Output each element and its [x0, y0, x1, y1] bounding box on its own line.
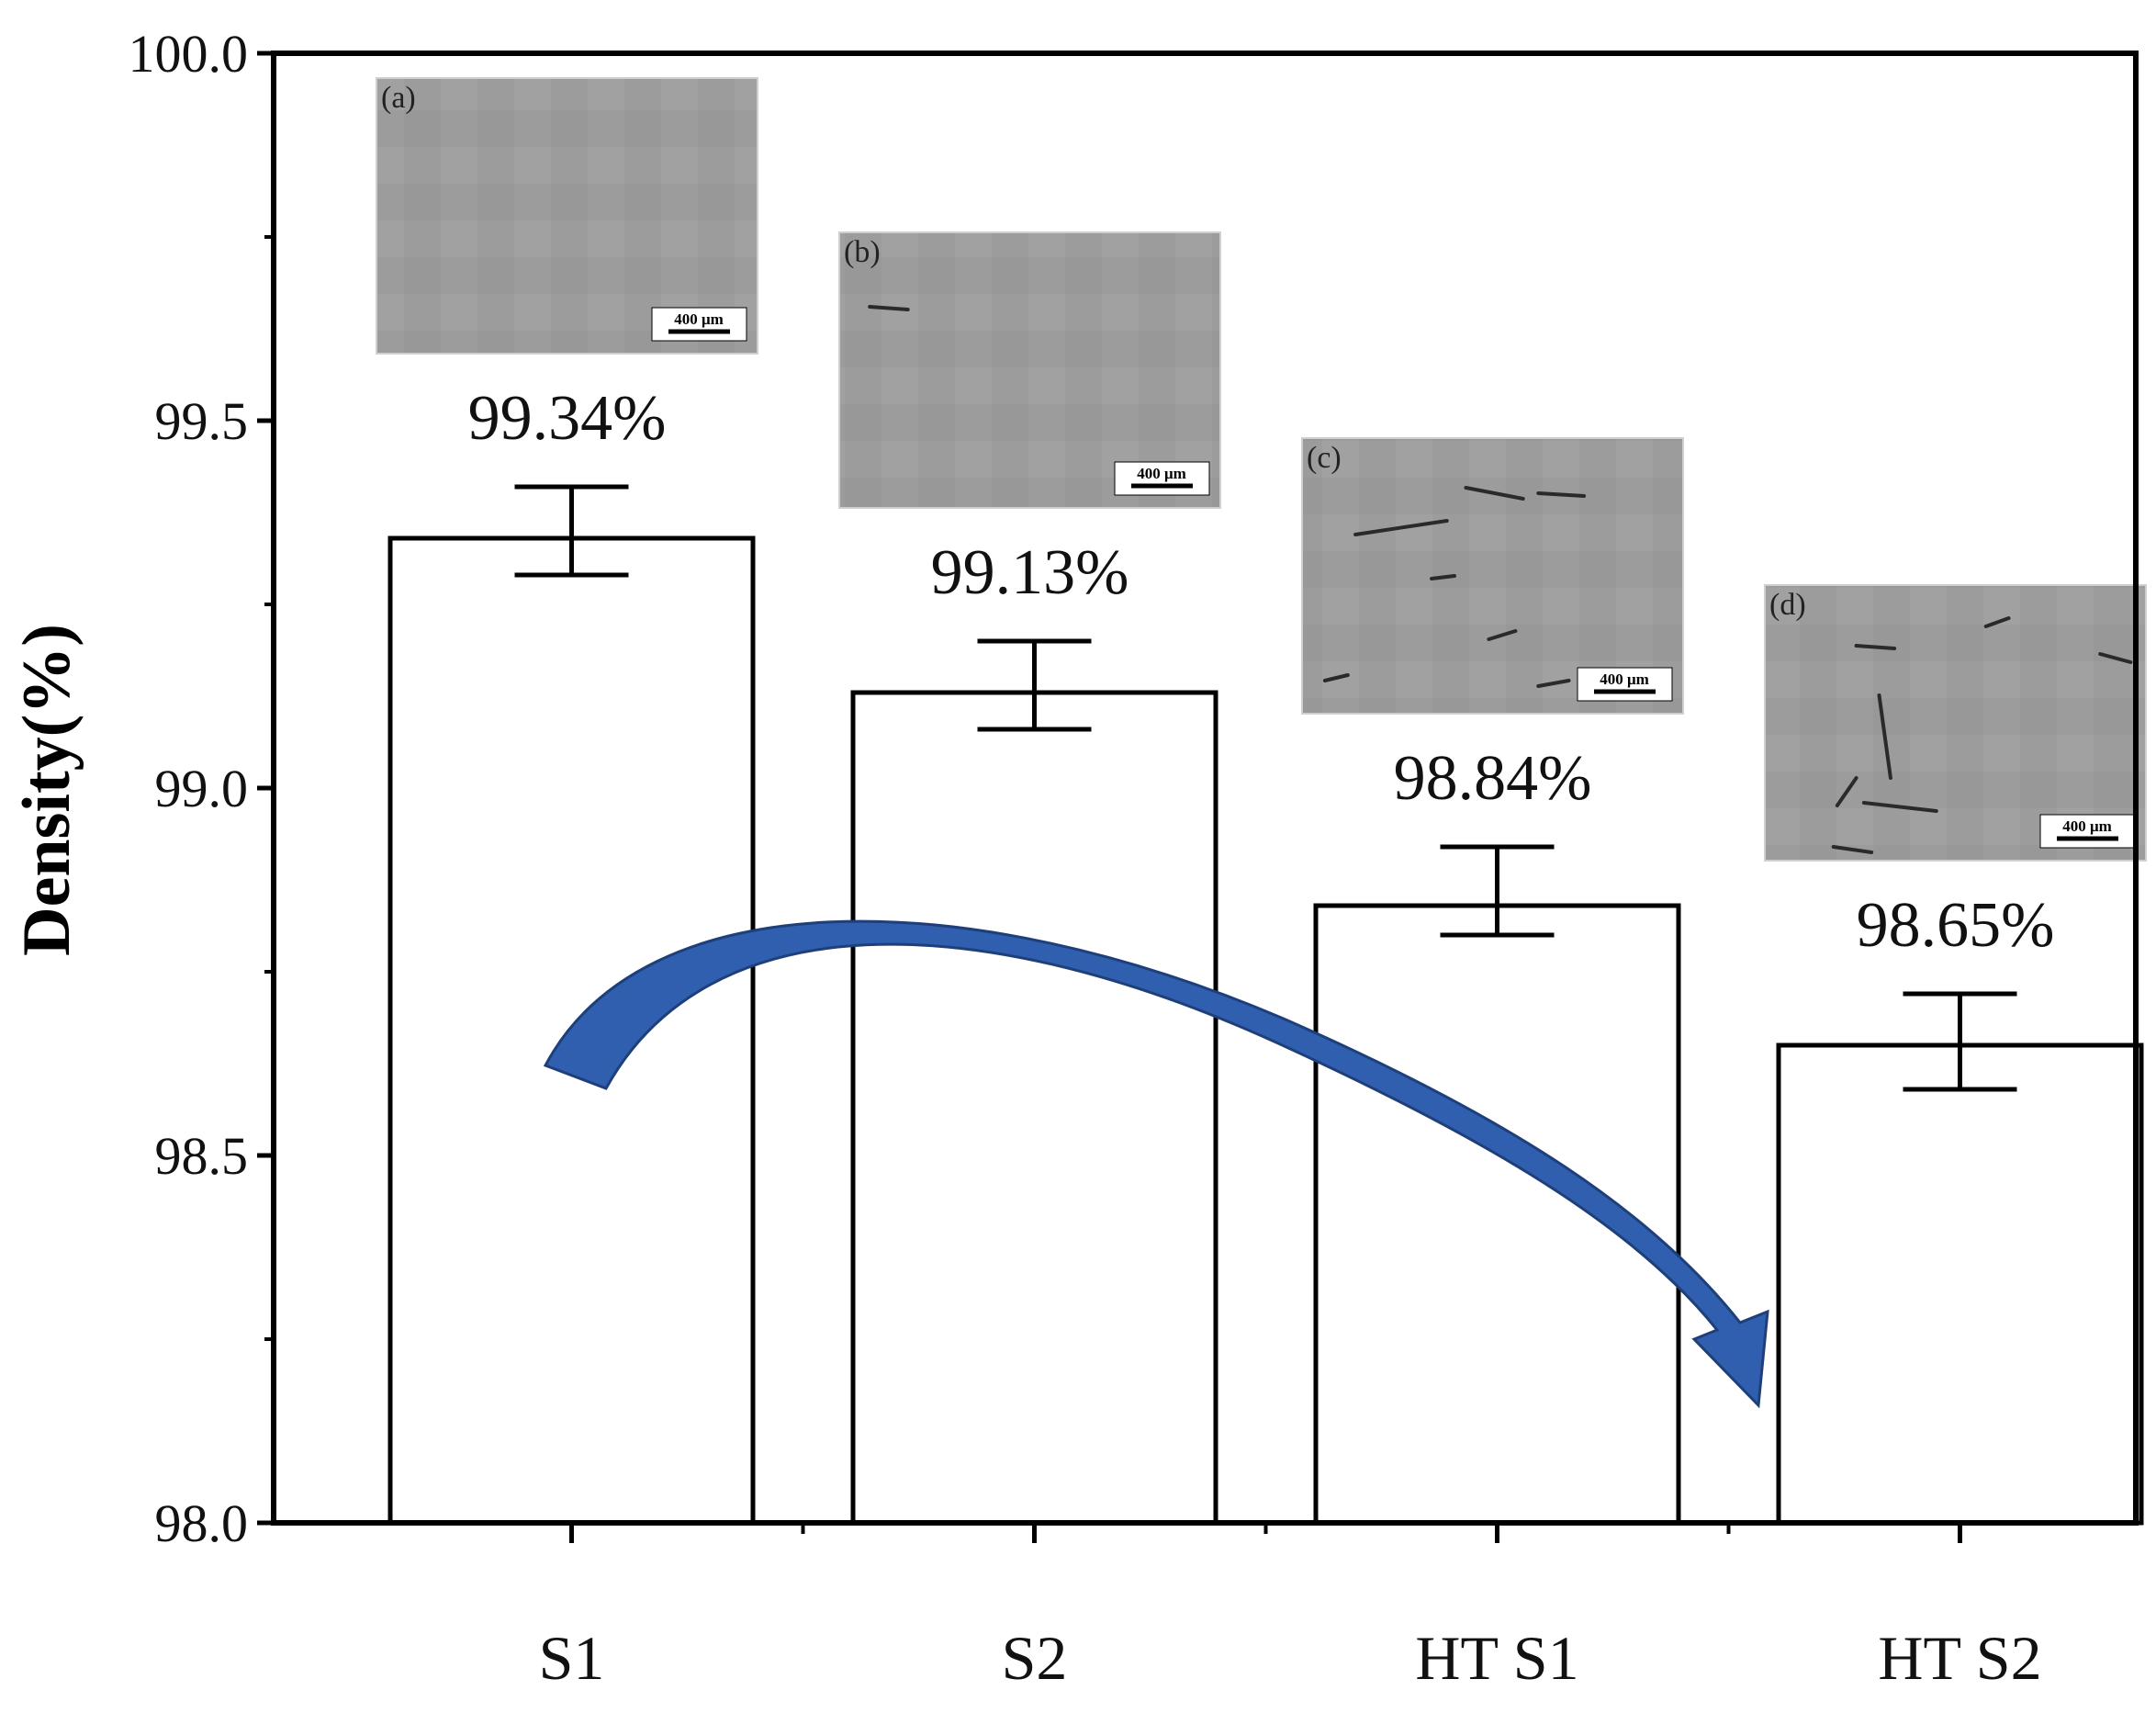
micrograph-insets: (a) 400 μm (b) 400 μm (c) 400 μm (d) 400 μm — [376, 77, 2147, 862]
crack-mark — [1861, 801, 1938, 813]
micrograph-inset: (c) 400 μm — [1301, 437, 1684, 715]
y-tick-label: 99.0 — [155, 759, 249, 818]
inset-label: (d) — [1769, 588, 1806, 622]
crack-mark — [1983, 616, 2011, 628]
crack-mark — [1854, 644, 1897, 650]
y-tick-label: 99.5 — [155, 391, 249, 451]
y-tick-label: 100.0 — [129, 24, 249, 84]
scale-bar-text: 400 μm — [1600, 670, 1649, 688]
crack-mark — [1430, 574, 1456, 580]
plot-frame — [271, 51, 2139, 1526]
crack-mark — [1353, 519, 1449, 536]
value-label: 98.84% — [1394, 743, 1592, 814]
y-tick-label: 98.0 — [155, 1493, 249, 1553]
scale-bar-box — [1114, 461, 1210, 496]
crack-mark — [1831, 845, 1874, 854]
crack-mark — [1536, 491, 1587, 498]
value-label: 99.13% — [931, 537, 1129, 608]
y-axis-ticks: 98.0 98.5 99.0 99.5 100.0 — [129, 24, 274, 1553]
scale-bar-text: 400 μm — [1137, 465, 1186, 482]
micrograph-inset: (b) 400 μm — [838, 231, 1221, 509]
scale-bar-box — [651, 307, 747, 342]
inset-label: (c) — [1307, 441, 1342, 475]
error-bars — [514, 484, 2017, 1092]
trend-arrow — [543, 919, 1769, 1409]
x-tick-label: S1 — [539, 1623, 605, 1693]
x-tick-label: S2 — [1002, 1623, 1068, 1693]
crack-mark — [1487, 629, 1518, 641]
value-label: 98.65% — [1857, 890, 2055, 961]
scale-bar-text: 400 μm — [2062, 817, 2112, 835]
value-label: 99.34% — [468, 383, 667, 454]
x-tick-label: HT S1 — [1415, 1623, 1578, 1693]
inset-label: (a) — [381, 81, 416, 115]
bar-s2 — [850, 690, 1218, 1526]
bar-ht-s2 — [1776, 1042, 2144, 1526]
crack-mark — [1536, 679, 1571, 688]
value-labels: 99.34% 99.13% 98.84% 98.65% — [468, 383, 2055, 961]
micrograph-inset: (a) 400 μm — [376, 77, 758, 355]
crack-mark — [1877, 693, 1892, 780]
crack-mark — [1464, 486, 1525, 501]
x-axis-ticks: S1 S2 HT S1 HT S2 — [539, 1523, 2042, 1693]
crack-mark — [868, 305, 910, 311]
scale-bar-box — [2039, 814, 2136, 849]
scale-bar-box — [1577, 667, 1673, 702]
micrograph-inset: (d) 400 μm — [1764, 584, 2147, 862]
crack-mark — [1835, 776, 1858, 807]
y-tick-label: 98.5 — [155, 1126, 249, 1186]
x-tick-label: HT S2 — [1878, 1623, 2041, 1693]
y-axis-label: Density(%) — [9, 624, 84, 956]
crack-mark — [2098, 652, 2133, 664]
crack-mark — [1322, 673, 1350, 682]
inset-label: (b) — [844, 235, 881, 269]
scale-bar-text: 400 μm — [674, 310, 724, 328]
